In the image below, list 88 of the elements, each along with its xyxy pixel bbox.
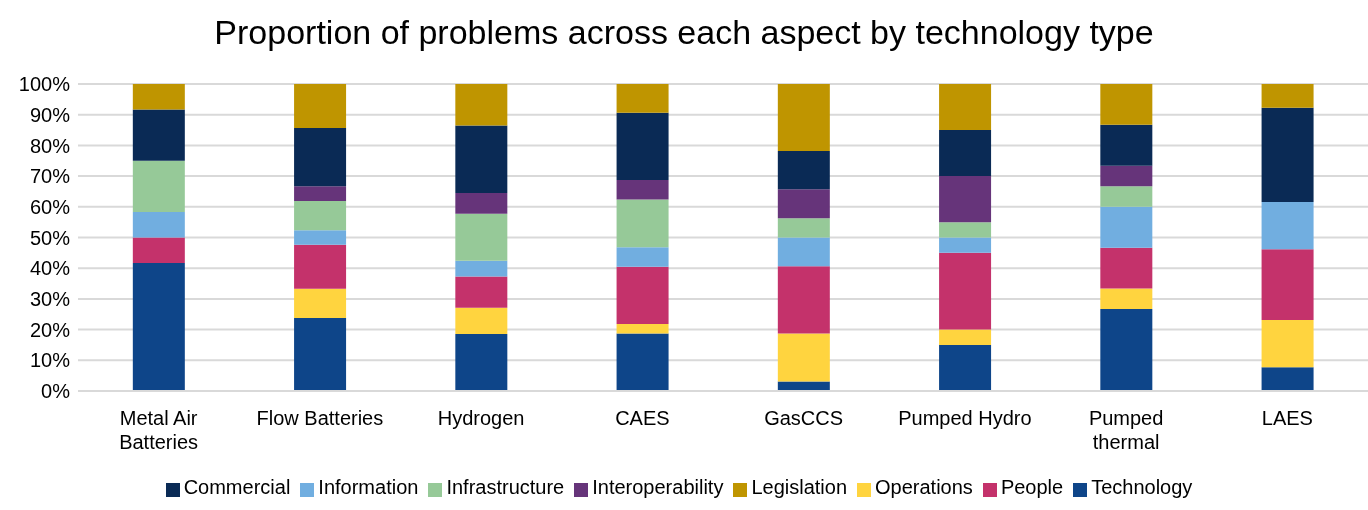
bar bbox=[294, 127, 347, 187]
bar bbox=[1100, 288, 1153, 310]
y-tick-label: 30% bbox=[29, 288, 71, 310]
bar bbox=[455, 84, 508, 126]
bar bbox=[1261, 84, 1314, 108]
bar bbox=[1100, 186, 1153, 207]
bar bbox=[132, 212, 185, 238]
y-tick-label: 80% bbox=[29, 134, 71, 157]
legend-label: Infrastructure bbox=[446, 476, 565, 498]
bar bbox=[616, 333, 669, 391]
bar bbox=[777, 189, 830, 219]
bar bbox=[777, 333, 830, 382]
bar bbox=[294, 186, 347, 201]
bar bbox=[455, 260, 508, 277]
y-tick-label: 90% bbox=[29, 103, 71, 126]
y-tick-label: 10% bbox=[29, 349, 71, 372]
bar bbox=[939, 130, 992, 177]
bar bbox=[1261, 107, 1314, 202]
bar bbox=[455, 333, 508, 391]
legend-label: Legislation bbox=[751, 476, 848, 498]
y-tick-label: 40% bbox=[29, 257, 71, 280]
bar bbox=[455, 307, 508, 334]
bar bbox=[616, 84, 669, 113]
legend-label: Information bbox=[318, 476, 419, 498]
bar bbox=[455, 192, 508, 214]
bar bbox=[1261, 320, 1314, 368]
bar bbox=[616, 199, 669, 248]
y-tick-label: 50% bbox=[29, 226, 71, 249]
y-tick-label: 60% bbox=[29, 195, 71, 218]
bar bbox=[939, 237, 992, 253]
bar bbox=[777, 150, 830, 190]
bar bbox=[1100, 206, 1153, 248]
bar bbox=[132, 237, 185, 263]
bar bbox=[777, 218, 830, 238]
bar bbox=[939, 176, 992, 223]
bar bbox=[616, 112, 669, 181]
bar bbox=[294, 230, 347, 245]
y-tick-label: 100% bbox=[18, 73, 71, 96]
bar bbox=[132, 262, 185, 391]
bar bbox=[777, 381, 830, 391]
bar bbox=[1100, 309, 1153, 391]
bar bbox=[455, 276, 508, 308]
bar bbox=[294, 288, 347, 318]
legend-label: Operations bbox=[875, 476, 973, 498]
y-tick-label: 0% bbox=[41, 380, 71, 403]
bar bbox=[777, 237, 830, 267]
legend-label: People bbox=[1000, 476, 1064, 498]
bar bbox=[939, 84, 992, 131]
bar bbox=[939, 252, 992, 330]
bar bbox=[294, 317, 347, 391]
y-tick-label: 20% bbox=[29, 318, 71, 341]
y-tick-label: 70% bbox=[29, 165, 71, 188]
bar bbox=[1100, 165, 1153, 187]
legend-label: Interoperability bbox=[592, 476, 724, 498]
bar bbox=[939, 344, 992, 391]
bar bbox=[294, 244, 347, 289]
bar bbox=[455, 125, 508, 193]
bar bbox=[1100, 84, 1153, 125]
x-tick-label: Hydrogen bbox=[437, 407, 525, 429]
x-tick-label: LAES bbox=[1261, 407, 1313, 429]
bar bbox=[616, 324, 669, 334]
bar bbox=[616, 266, 669, 325]
bar bbox=[455, 213, 508, 261]
bar bbox=[616, 247, 669, 267]
legend-label: Technology bbox=[1091, 476, 1193, 498]
x-tick-label: CAES bbox=[615, 407, 670, 429]
bar bbox=[1261, 201, 1314, 250]
bar bbox=[777, 84, 830, 151]
bar bbox=[1100, 124, 1153, 166]
x-tick-label: Metal Air Batteries bbox=[119, 407, 199, 453]
bar bbox=[132, 84, 185, 110]
bar bbox=[939, 222, 992, 238]
bar bbox=[294, 84, 347, 128]
bar bbox=[132, 160, 185, 213]
chart-title: Proportion of problems across each aspect by technology type bbox=[213, 12, 1155, 53]
bar bbox=[1100, 247, 1153, 289]
bar bbox=[1261, 367, 1314, 391]
legend-label: Commercial bbox=[183, 476, 291, 498]
bar bbox=[294, 200, 347, 231]
x-tick-label: Pumped thermal bbox=[1088, 407, 1164, 453]
x-tick-label: Flow Batteries bbox=[256, 407, 384, 429]
bar bbox=[777, 266, 830, 334]
x-tick-label: GasCCS bbox=[764, 407, 844, 429]
bar bbox=[939, 329, 992, 345]
x-tick-label: Pumped Hydro bbox=[898, 407, 1032, 429]
bar bbox=[132, 109, 185, 161]
bar bbox=[616, 180, 669, 200]
bar bbox=[1261, 249, 1314, 321]
